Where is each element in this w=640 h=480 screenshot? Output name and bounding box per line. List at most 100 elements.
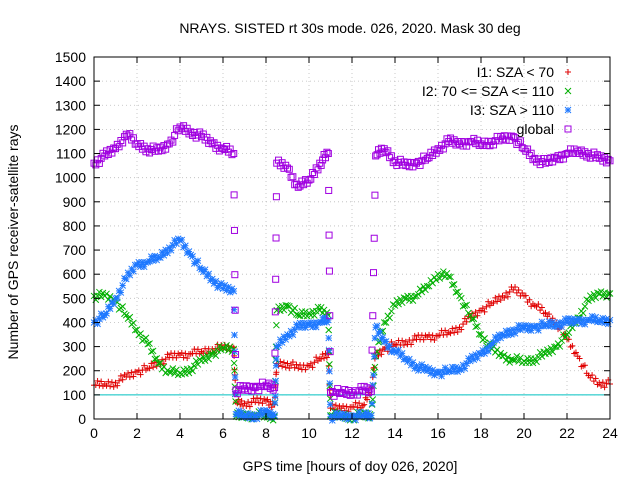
data-point xyxy=(271,308,279,316)
y-tick-label: 500 xyxy=(63,290,87,306)
data-point xyxy=(418,157,426,165)
data-point xyxy=(368,400,376,407)
data-point xyxy=(103,147,111,155)
data-point xyxy=(108,149,116,157)
data-point xyxy=(414,290,422,298)
data-point xyxy=(370,234,378,242)
data-point xyxy=(461,138,469,146)
data-point xyxy=(169,138,177,146)
data-point xyxy=(230,150,238,158)
data-point xyxy=(271,349,279,357)
data-point xyxy=(257,395,264,402)
data-point xyxy=(130,267,137,275)
y-tick-label: 1500 xyxy=(55,49,86,65)
data-point xyxy=(483,303,490,310)
data-point xyxy=(371,334,379,342)
data-point xyxy=(457,294,465,302)
data-point xyxy=(291,304,299,312)
data-point xyxy=(101,152,109,160)
data-point xyxy=(117,372,124,379)
data-point xyxy=(368,346,376,354)
data-point xyxy=(296,182,304,190)
data-point xyxy=(94,320,101,328)
data-point xyxy=(207,350,214,358)
data-point xyxy=(513,353,521,360)
data-point xyxy=(400,294,408,301)
data-point xyxy=(167,368,175,376)
data-point xyxy=(395,300,402,308)
data-point xyxy=(592,375,599,382)
data-point xyxy=(490,141,498,149)
data-point xyxy=(568,149,576,157)
data-point xyxy=(323,148,331,156)
data-point xyxy=(386,342,393,349)
data-point xyxy=(341,386,349,394)
data-point xyxy=(196,128,204,136)
x-tick-label: 22 xyxy=(559,425,575,441)
data-point xyxy=(119,303,127,310)
data-point xyxy=(174,127,182,135)
data-point xyxy=(586,292,594,300)
data-point xyxy=(310,171,318,179)
data-point xyxy=(155,147,162,155)
data-point xyxy=(421,156,429,164)
data-point xyxy=(601,384,608,391)
data-point xyxy=(481,308,488,315)
data-point xyxy=(549,348,557,356)
y-tick-label: 1300 xyxy=(55,97,86,113)
data-point xyxy=(94,156,102,164)
data-point xyxy=(559,155,567,163)
data-point xyxy=(398,299,406,307)
data-point xyxy=(302,366,309,373)
data-point xyxy=(518,144,526,152)
data-point xyxy=(92,161,100,169)
data-point xyxy=(494,298,501,305)
data-point xyxy=(246,403,253,410)
data-point xyxy=(475,141,483,149)
data-point xyxy=(495,137,503,145)
data-point xyxy=(479,141,487,149)
data-point xyxy=(439,145,447,153)
data-point xyxy=(545,159,553,167)
data-point xyxy=(438,271,445,279)
data-point xyxy=(178,349,185,356)
data-point xyxy=(113,294,121,302)
data-point xyxy=(103,310,110,317)
data-point xyxy=(130,373,137,380)
data-point xyxy=(565,149,573,157)
data-point xyxy=(309,364,316,371)
data-point xyxy=(522,292,529,299)
data-point xyxy=(350,391,358,399)
y-tick-label: 1000 xyxy=(55,170,86,186)
data-point xyxy=(407,158,415,166)
data-point xyxy=(119,282,127,289)
data-point xyxy=(332,402,339,409)
data-point xyxy=(273,355,280,363)
data-point xyxy=(463,301,471,309)
data-point xyxy=(343,403,350,410)
data-point xyxy=(486,142,494,150)
data-point xyxy=(441,140,449,148)
data-point xyxy=(158,147,166,155)
data-point xyxy=(122,311,130,319)
data-point xyxy=(556,343,564,350)
legend-label: I1: SZA < 70 xyxy=(477,64,555,80)
data-point xyxy=(535,301,542,308)
data-point xyxy=(565,329,573,337)
data-point xyxy=(393,297,401,304)
data-point xyxy=(361,401,368,408)
data-point xyxy=(169,365,177,372)
data-point xyxy=(542,309,549,316)
data-point xyxy=(596,379,603,386)
data-point xyxy=(231,306,239,314)
x-tick-label: 24 xyxy=(602,425,618,441)
x-tick-label: 4 xyxy=(176,425,184,441)
data-point xyxy=(171,370,178,377)
data-point xyxy=(507,132,515,140)
data-point xyxy=(420,336,427,343)
data-point xyxy=(445,273,453,280)
y-tick-label: 1200 xyxy=(55,121,86,137)
data-point xyxy=(295,365,302,372)
data-point xyxy=(325,334,333,342)
data-point xyxy=(448,281,456,289)
